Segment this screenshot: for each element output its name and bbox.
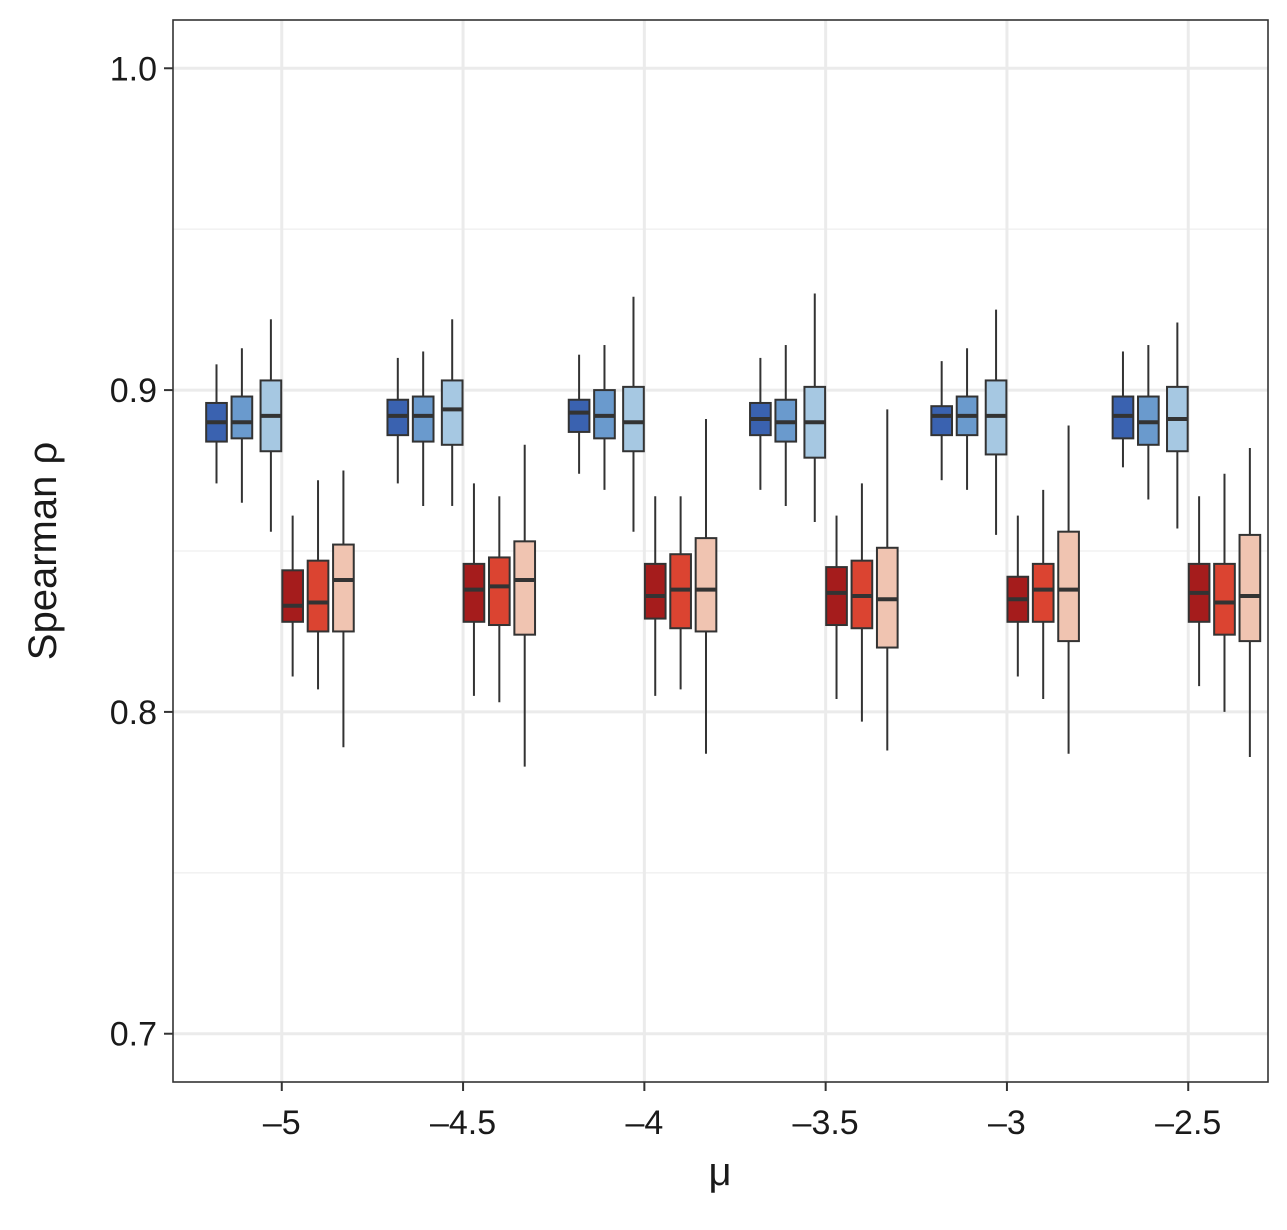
box — [513, 540, 537, 636]
box — [622, 385, 645, 453]
box — [567, 398, 591, 433]
box — [1057, 530, 1080, 643]
x-tick-label: –3.5 — [793, 1104, 859, 1142]
box — [306, 559, 330, 633]
y-tick-label: 0.8 — [110, 694, 157, 732]
box-group — [567, 296, 718, 754]
box-group — [1111, 322, 1262, 757]
y-tick-label: 1.0 — [110, 50, 157, 88]
box-group — [205, 319, 355, 748]
box — [332, 543, 355, 633]
box — [440, 379, 464, 446]
y-tick-label: 0.7 — [110, 1016, 157, 1054]
box — [462, 562, 486, 623]
plot-panel-border — [172, 19, 1269, 1083]
box — [825, 566, 848, 627]
y-axis-title: Spearman ρ — [21, 442, 65, 660]
box-group — [930, 309, 1080, 754]
axes: 0.7 0.8 0.9 1.0 –5 –4.5 –4 –3.5 –3 –2.5 — [110, 50, 1222, 1142]
x-tick-label: –4.5 — [430, 1104, 496, 1142]
x-tick-label: –2.5 — [1155, 1104, 1221, 1142]
x-tick-label: –5 — [263, 1104, 301, 1142]
y-tick-label: 0.9 — [110, 372, 157, 410]
box — [1238, 533, 1262, 643]
x-tick-label: –3 — [988, 1104, 1026, 1142]
box — [281, 569, 304, 623]
box-group — [749, 293, 899, 751]
box — [411, 395, 435, 443]
box — [230, 395, 254, 440]
box-group — [386, 319, 537, 767]
box — [1031, 562, 1055, 623]
box-series — [205, 293, 1262, 767]
box — [930, 405, 954, 437]
box — [694, 537, 718, 633]
box — [487, 556, 511, 627]
box — [643, 562, 667, 620]
box — [1213, 562, 1236, 636]
x-tick-label: –4 — [625, 1104, 663, 1142]
grid-lines — [173, 20, 1268, 1082]
x-axis-title: μ — [708, 1150, 731, 1194]
